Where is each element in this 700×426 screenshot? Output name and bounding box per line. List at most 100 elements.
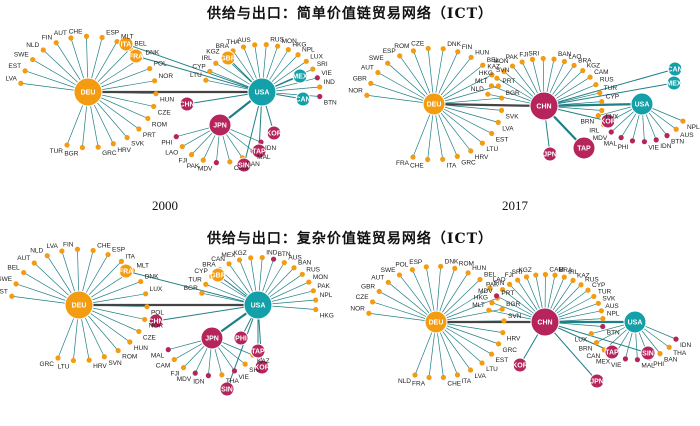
hub-label-jpn: JPN <box>543 152 557 159</box>
label-hkg: HKG <box>320 312 334 319</box>
label-hun: HUN <box>160 97 174 104</box>
hub-label-tap: TAP <box>252 149 266 156</box>
label-tha: THA <box>226 378 240 385</box>
year-label: 2017 <box>502 423 529 426</box>
label-ban: BAN <box>246 161 260 168</box>
label-dnk: DNK <box>447 41 461 48</box>
label-ita: ITA <box>125 253 135 260</box>
node-aut <box>375 69 381 76</box>
node-lux <box>588 331 594 337</box>
label-swe: SWE <box>14 52 29 59</box>
edge-chn-can <box>543 67 676 107</box>
label-che: CHE <box>410 163 424 170</box>
node-bgr <box>499 95 505 101</box>
hub-label-can: CAN <box>295 97 310 104</box>
hub-label-usa: USA <box>635 102 650 109</box>
node-kgz <box>580 68 586 74</box>
label-npl: NPL <box>320 292 333 299</box>
node-aus <box>598 308 604 314</box>
label-cze: CZE <box>158 109 172 116</box>
node-swe <box>13 281 19 287</box>
node-svk <box>124 134 130 141</box>
node-lao <box>179 143 185 150</box>
node-est <box>9 293 15 299</box>
label-cyp: CYP <box>592 282 605 289</box>
label-est: EST <box>0 288 8 295</box>
node-che <box>425 156 431 163</box>
node-pol <box>409 267 415 273</box>
label-sri: SRI <box>249 367 260 374</box>
label-mon: MON <box>282 38 297 45</box>
node-ban <box>551 56 557 62</box>
hub-label-sin: SIN <box>221 387 233 394</box>
node-mon <box>274 43 281 49</box>
label-idn: IDN <box>660 143 672 150</box>
label-vie: VIE <box>611 362 622 369</box>
hub-label-usa: USA <box>251 303 266 310</box>
hub-tap <box>251 143 267 159</box>
hub-phi <box>233 330 249 346</box>
label-lao: LAO <box>568 53 581 60</box>
node-btn <box>664 133 670 139</box>
node-aut <box>31 260 37 266</box>
label-cam: CAM <box>234 165 248 172</box>
hub-label-kor: KOR <box>600 119 616 126</box>
node-tur <box>203 281 209 287</box>
node-fji <box>188 152 195 158</box>
node-kgz <box>248 255 254 261</box>
label-btn: BTN <box>671 139 684 146</box>
label-rom: ROM <box>122 354 137 361</box>
hub-chn <box>179 96 195 112</box>
label-ltu: LTU <box>190 72 202 79</box>
label-rus: RUS <box>600 77 614 84</box>
node-tha <box>666 344 672 350</box>
label-kgz: KGZ <box>518 267 531 274</box>
label-pak: PAK <box>187 163 200 170</box>
node-tha <box>240 44 247 50</box>
label-npl: NPL <box>687 124 700 131</box>
node-est <box>488 351 495 357</box>
label-mal: MAL <box>151 353 165 360</box>
label-vie: VIE <box>321 70 332 77</box>
label-mon: MON <box>493 58 508 65</box>
node-bgr <box>199 290 205 296</box>
label-lao: LAO <box>493 276 506 283</box>
node-vie <box>641 139 648 145</box>
hub-label-jpn: JPN <box>205 336 219 343</box>
node-vie <box>231 368 238 374</box>
label-pol: POL <box>395 262 408 269</box>
label-hun: HUN <box>134 345 148 352</box>
label-bgr: BGR <box>506 90 520 97</box>
label-ind: IND <box>324 79 336 86</box>
label-mal: MAL <box>641 363 655 370</box>
node-che <box>90 247 96 254</box>
node-cyp <box>599 99 605 105</box>
label-mdv: MDV <box>198 166 213 173</box>
label-aus: AUS <box>605 303 619 310</box>
node-cam <box>587 74 593 80</box>
node-sri <box>523 274 530 280</box>
label-lao: LAO <box>165 150 178 157</box>
label-rom: ROM <box>394 43 409 50</box>
hub-sin <box>219 381 235 397</box>
hub-label-kor: KOR <box>512 363 528 370</box>
label-svn: SVN <box>508 313 522 320</box>
node-prt <box>136 126 142 132</box>
hub-label-fra: FRA <box>129 54 143 61</box>
label-pak: PAK <box>506 54 519 61</box>
label-hrv: HRV <box>475 154 489 161</box>
label-pak: PAK <box>486 282 499 289</box>
node-mdv <box>213 160 219 166</box>
label-prt: PRT <box>502 78 515 85</box>
node-rom <box>145 115 151 122</box>
label-grc: GRC <box>102 150 117 157</box>
node-lva <box>467 367 474 373</box>
hub-kor <box>254 359 270 375</box>
node-svk <box>498 107 505 113</box>
node-can <box>226 261 232 267</box>
node-rus <box>578 282 584 288</box>
node-svn <box>489 72 495 78</box>
node-nld <box>44 253 50 259</box>
node-rus <box>593 82 599 88</box>
